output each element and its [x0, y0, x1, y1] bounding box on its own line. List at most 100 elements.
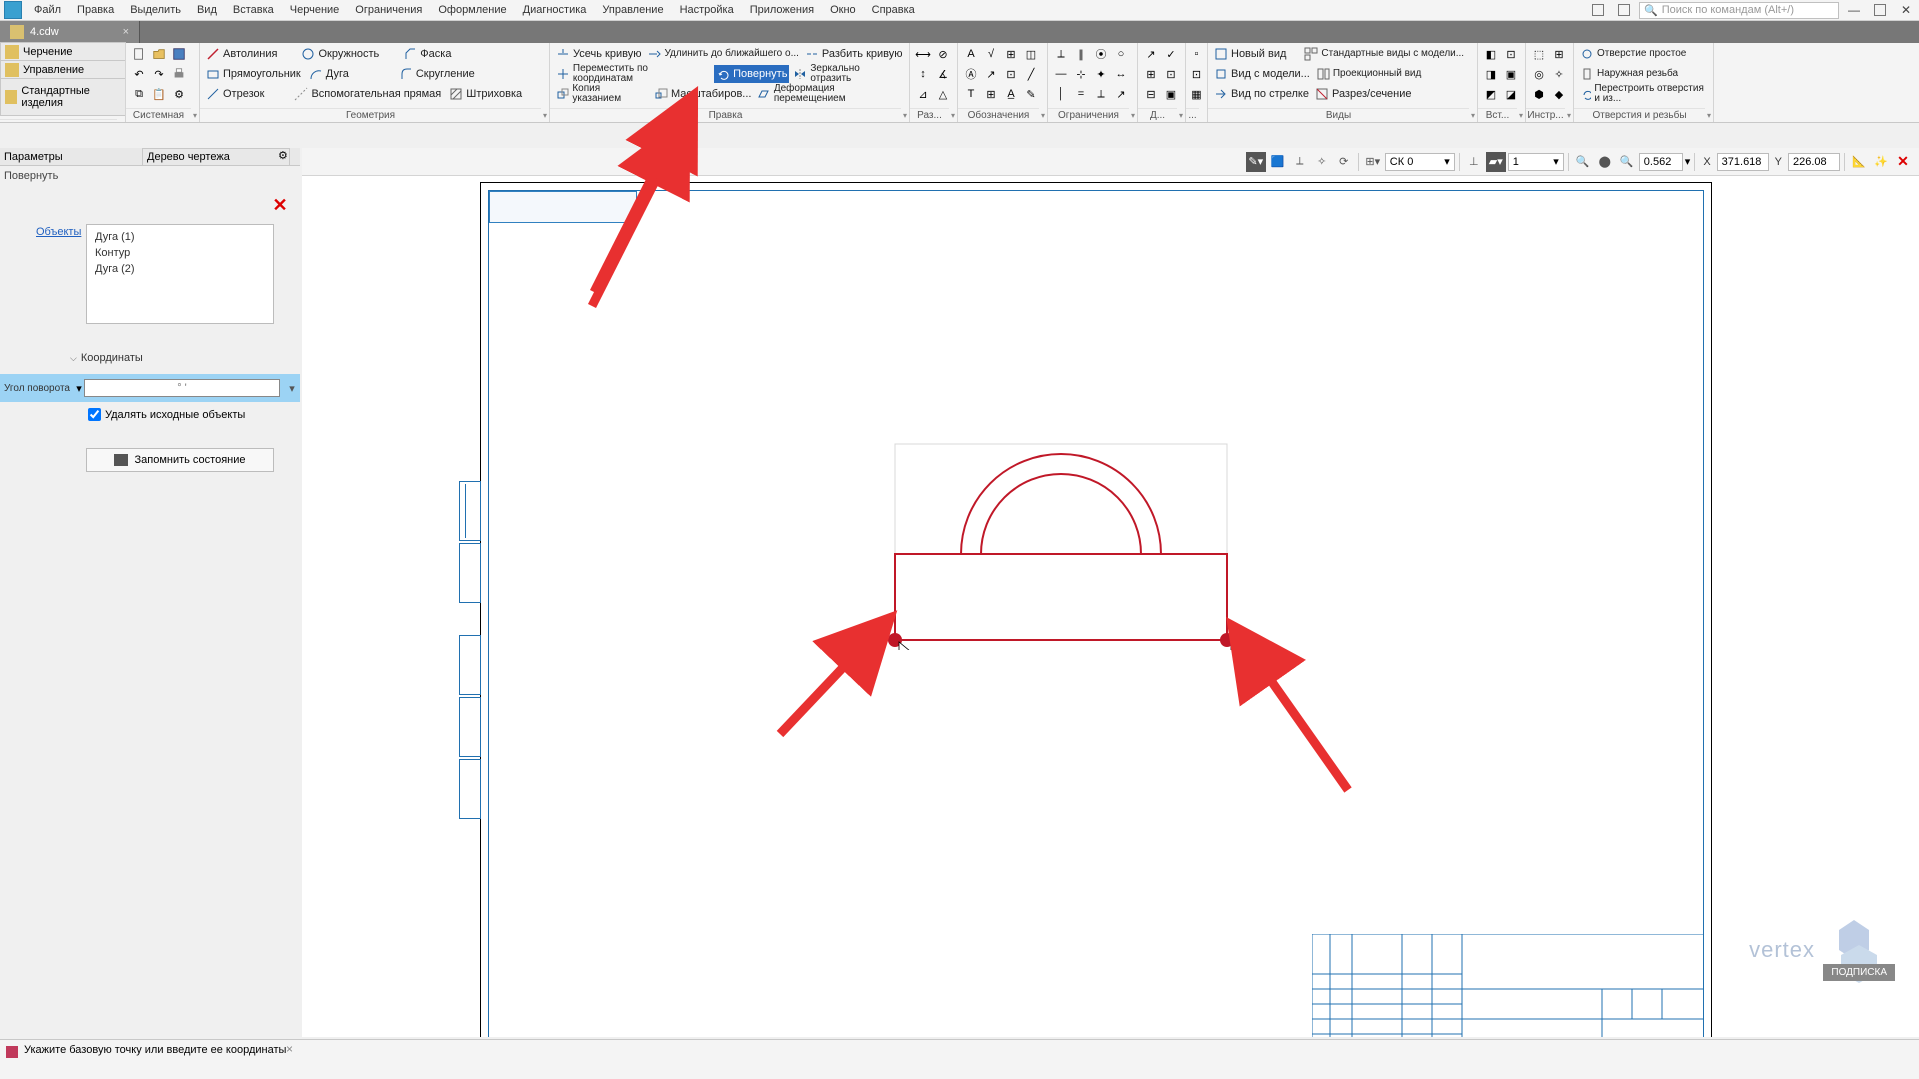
in4[interactable]: ✧ — [1550, 65, 1568, 83]
ob11[interactable]: A̲ — [1002, 85, 1020, 103]
ob1[interactable]: A — [962, 45, 980, 63]
autoline-button[interactable]: Автолиния — [204, 45, 279, 63]
zoom-in-icon[interactable]: 🔍 — [1617, 152, 1637, 172]
menu-diag[interactable]: Диагностика — [515, 1, 595, 19]
cs-select[interactable]: СК 0▾ — [1385, 153, 1455, 171]
proj-view-button[interactable]: Проекционный вид — [1314, 65, 1423, 83]
vs6[interactable]: ◪ — [1502, 85, 1520, 103]
refresh-icon[interactable]: ⟳ — [1334, 152, 1354, 172]
st1[interactable]: ▫ — [1190, 45, 1203, 63]
maximize-button[interactable] — [1869, 2, 1891, 18]
angle-dropdown-icon[interactable]: ▾ — [284, 382, 300, 395]
vs2[interactable]: ⊡ — [1502, 45, 1520, 63]
menu-setup[interactable]: Настройка — [672, 1, 742, 19]
close-button[interactable]: ✕ — [1895, 2, 1917, 18]
object-item[interactable]: Контур — [91, 245, 269, 261]
ob10[interactable]: ⊞ — [982, 85, 1000, 103]
new-doc-button[interactable] — [130, 45, 148, 63]
ob8[interactable]: ╱ — [1022, 65, 1040, 83]
og5[interactable]: — — [1052, 65, 1070, 83]
d2[interactable]: ✓ — [1162, 45, 1180, 63]
vs4[interactable]: ▣ — [1502, 65, 1520, 83]
rebuild-holes-button[interactable]: Перестроить отверстия и из... — [1578, 85, 1709, 103]
dim-2[interactable]: ⊘ — [934, 45, 952, 63]
dim-4[interactable]: ∡ — [934, 65, 952, 83]
og7[interactable]: ✦ — [1092, 65, 1110, 83]
in1[interactable]: ⬚ — [1530, 45, 1548, 63]
minimize-button[interactable]: — — [1843, 2, 1865, 18]
dim-1[interactable]: ⟷ — [914, 45, 932, 63]
og10[interactable]: = — [1072, 85, 1090, 103]
extend-button[interactable]: Удлинить до ближайшего о... — [645, 45, 800, 63]
color-icon[interactable]: 🟦 — [1268, 152, 1288, 172]
move-button[interactable]: Переместить по координатам — [554, 65, 712, 83]
y-value[interactable]: 226.08 — [1788, 153, 1840, 171]
coordinates-section[interactable]: Координаты — [70, 352, 143, 364]
og1[interactable]: ⟂ — [1052, 45, 1070, 63]
in6[interactable]: ◆ — [1550, 85, 1568, 103]
std-views-button[interactable]: Стандартные виды с модели... — [1302, 45, 1466, 63]
dim-3[interactable]: ↕ — [914, 65, 932, 83]
ob6[interactable]: ↗ — [982, 65, 1000, 83]
menu-constr[interactable]: Ограничения — [347, 1, 430, 19]
menu-apps[interactable]: Приложения — [742, 1, 822, 19]
circle-button[interactable]: Окружность — [299, 45, 381, 63]
in5[interactable]: ⬢ — [1530, 85, 1548, 103]
vs5[interactable]: ◩ — [1482, 85, 1500, 103]
og6[interactable]: ⊹ — [1072, 65, 1090, 83]
ob5[interactable]: Ⓐ — [962, 65, 980, 83]
model-view-button[interactable]: Вид с модели... — [1212, 65, 1312, 83]
d6[interactable]: ▣ — [1162, 85, 1180, 103]
constraint-icon[interactable]: ⟂ — [1290, 152, 1310, 172]
st2[interactable]: ⊡ — [1190, 65, 1203, 83]
og9[interactable]: │ — [1052, 85, 1070, 103]
highlight-icon[interactable]: ✨ — [1871, 152, 1891, 172]
drawn-shape[interactable] — [881, 430, 1241, 650]
og3[interactable]: ⦿ — [1092, 45, 1110, 63]
delete-source-check[interactable] — [88, 408, 101, 421]
hole-simple-button[interactable]: Отверстие простое — [1578, 45, 1688, 63]
rotate-button[interactable]: Повернуть — [714, 65, 789, 83]
zoom-handle-icon[interactable]: ⬤ — [1595, 152, 1615, 172]
save-button[interactable] — [170, 45, 188, 63]
x-value[interactable]: 371.618 — [1717, 153, 1769, 171]
objects-label[interactable]: Объекты — [36, 226, 81, 238]
layout-toggle-2-icon[interactable] — [1613, 2, 1635, 18]
undo-button[interactable]: ↶ — [130, 65, 148, 83]
hatch-button[interactable]: Штриховка — [447, 85, 524, 103]
zoom-out-icon[interactable]: 🔍 — [1573, 152, 1593, 172]
og4[interactable]: ○ — [1112, 45, 1130, 63]
menu-view[interactable]: Вид — [189, 1, 225, 19]
copy-point-button[interactable]: Копия указанием — [554, 85, 650, 103]
dim-6[interactable]: △ — [934, 85, 952, 103]
drawing-canvas[interactable]: ✎▾ 🟦 ⟂ ✧ ⟳ ⊞▾ СК 0▾ ⊥ ▰▾ 1▾ 🔍 ⬤ 🔍 0.562▾… — [302, 148, 1919, 1037]
status-close-icon[interactable]: × — [286, 1042, 293, 1056]
paste-button[interactable]: 📋 — [150, 85, 168, 103]
menu-edit[interactable]: Правка — [69, 1, 122, 19]
d5[interactable]: ⊟ — [1142, 85, 1160, 103]
vs3[interactable]: ◨ — [1482, 65, 1500, 83]
new-view-button[interactable]: Новый вид — [1212, 45, 1288, 63]
panel-close-icon[interactable]: ✕ — [270, 195, 290, 215]
ob12[interactable]: ✎ — [1022, 85, 1040, 103]
properties-button[interactable]: ⚙ — [170, 85, 188, 103]
object-item[interactable]: Дуга (2) — [91, 261, 269, 277]
menu-file[interactable]: Файл — [26, 1, 69, 19]
doc-tab-close-icon[interactable]: × — [123, 26, 129, 38]
menu-help[interactable]: Справка — [864, 1, 923, 19]
scale-button[interactable]: Масштабиров... — [652, 85, 753, 103]
d4[interactable]: ⊡ — [1162, 65, 1180, 83]
grid-icon[interactable]: ⊞▾ — [1363, 152, 1383, 172]
og2[interactable]: ∥ — [1072, 45, 1090, 63]
ob3[interactable]: ⊞ — [1002, 45, 1020, 63]
aux-line-button[interactable]: Вспомогательная прямая — [292, 85, 443, 103]
ortho-icon[interactable]: ⊥ — [1464, 152, 1484, 172]
rib-edit-expand-icon[interactable]: ▾ — [903, 111, 907, 120]
split-button[interactable]: Разбить кривую — [803, 45, 905, 63]
d1[interactable]: ↗ — [1142, 45, 1160, 63]
menu-window[interactable]: Окно — [822, 1, 864, 19]
arrow-view-button[interactable]: Вид по стрелке — [1212, 85, 1311, 103]
tree-gear-icon[interactable]: ⚙ — [278, 149, 292, 163]
segment-button[interactable]: Отрезок — [204, 85, 266, 103]
snap2-icon[interactable]: ▰▾ — [1486, 152, 1506, 172]
